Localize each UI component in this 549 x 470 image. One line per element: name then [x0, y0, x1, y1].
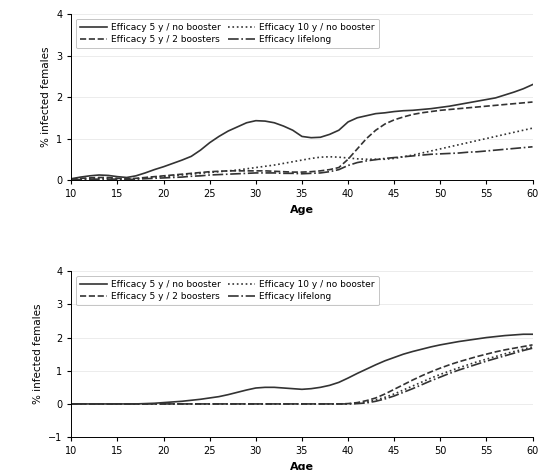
X-axis label: Age: Age — [290, 204, 314, 215]
X-axis label: Age: Age — [290, 462, 314, 470]
Legend: Efficacy 5 y / no booster, Efficacy 5 y / 2 boosters, Efficacy 10 y / no booster: Efficacy 5 y / no booster, Efficacy 5 y … — [76, 19, 379, 48]
Legend: Efficacy 5 y / no booster, Efficacy 5 y / 2 boosters, Efficacy 10 y / no booster: Efficacy 5 y / no booster, Efficacy 5 y … — [76, 276, 379, 306]
Y-axis label: % infected females: % infected females — [32, 304, 42, 404]
Y-axis label: % infected females: % infected females — [41, 47, 51, 147]
